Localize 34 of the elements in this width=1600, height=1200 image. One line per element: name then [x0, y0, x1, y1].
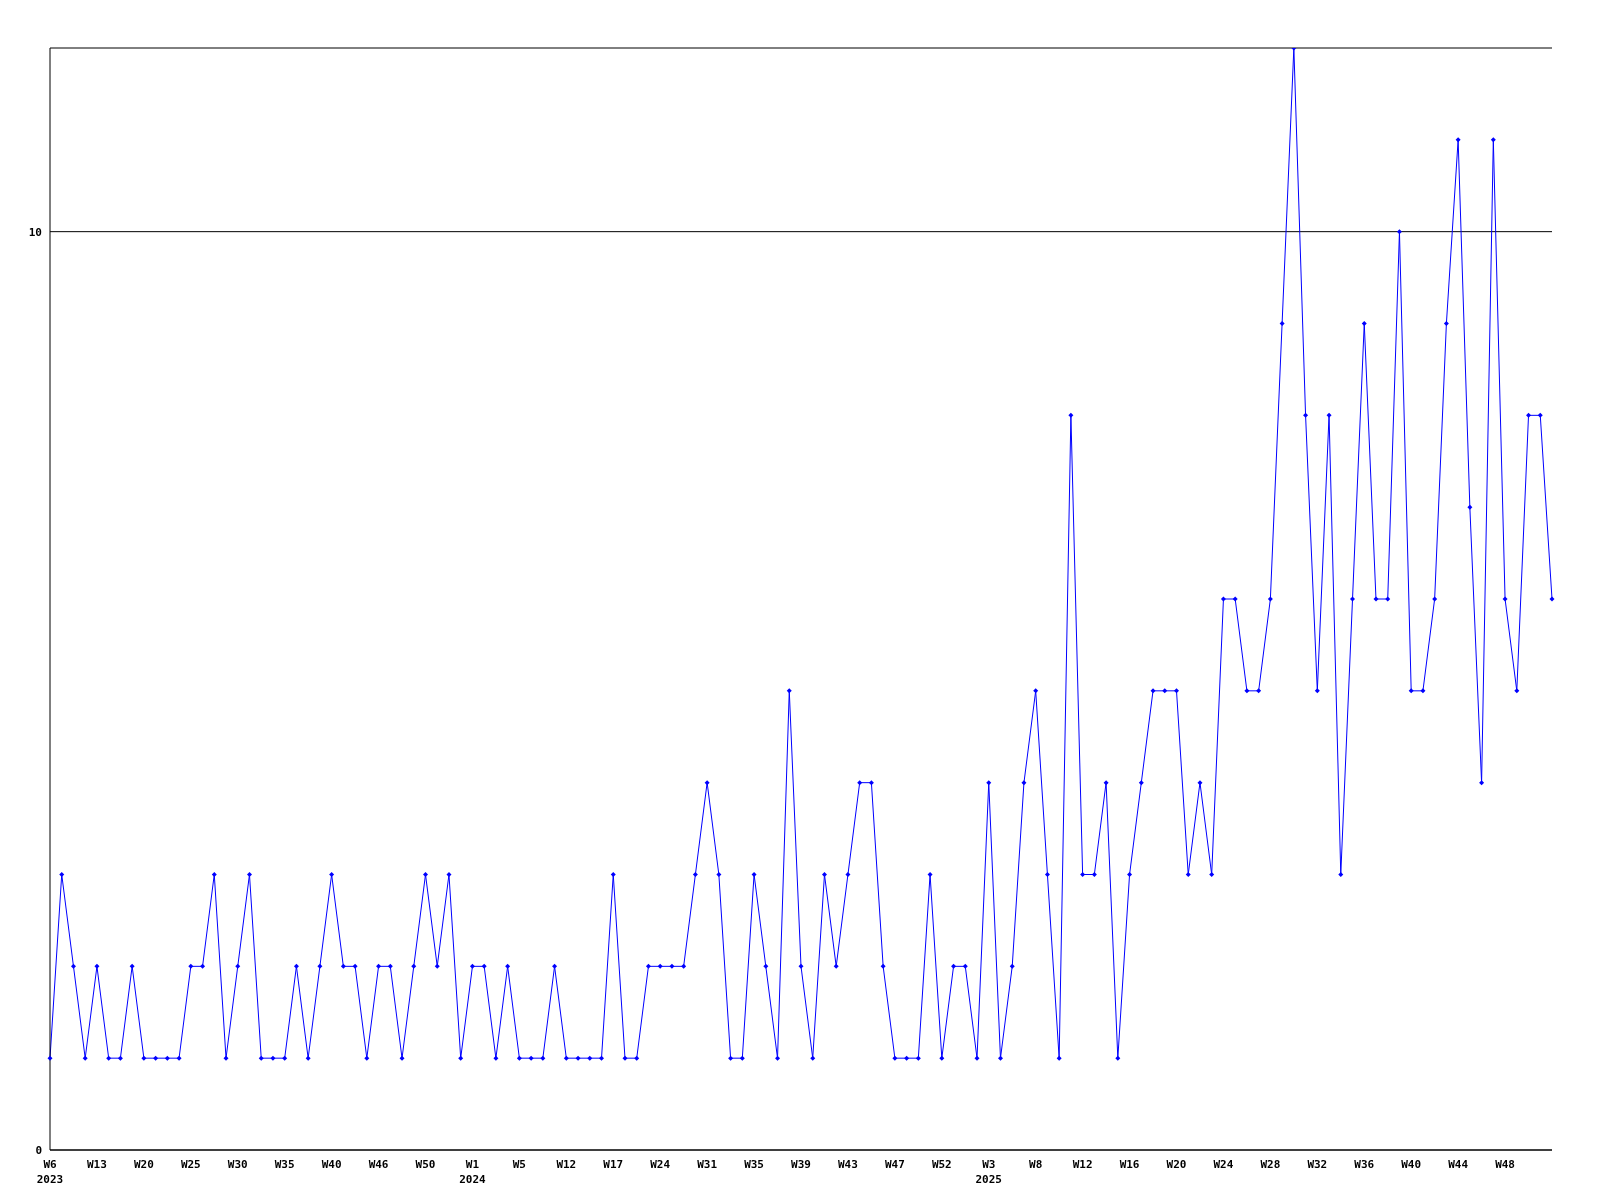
- x-tick-label: W25: [180, 1158, 201, 1171]
- x-tick-label: W3 2025: [975, 1158, 1002, 1186]
- x-tick-label: W50: [415, 1158, 436, 1171]
- y-tick-label: 0: [35, 1143, 42, 1157]
- x-tick-label: W24: [1213, 1158, 1234, 1171]
- x-tick-label: W35: [274, 1158, 295, 1171]
- x-tick-label: W47: [884, 1158, 905, 1171]
- x-tick-label: W44: [1448, 1158, 1469, 1171]
- x-tick-label: W28: [1260, 1158, 1281, 1171]
- x-tick-label: W52: [931, 1158, 952, 1171]
- x-tick-label: W20: [133, 1158, 154, 1171]
- x-tick-label: W16: [1119, 1158, 1140, 1171]
- x-tick-label: W8: [1029, 1158, 1043, 1171]
- x-tick-label: W40: [321, 1158, 342, 1171]
- x-tick-label: W35: [744, 1158, 764, 1171]
- x-tick-label: W1 2024: [459, 1158, 487, 1186]
- x-tick-label: W24: [650, 1158, 671, 1171]
- x-tick-label: W20: [1166, 1158, 1187, 1171]
- x-tick-label: W32: [1307, 1158, 1328, 1171]
- x-tick-label: W43: [838, 1158, 858, 1171]
- x-tick-label: W5: [512, 1158, 526, 1171]
- x-tick-label: W30: [227, 1158, 248, 1171]
- x-tick-label: W12: [1072, 1158, 1093, 1171]
- x-tick-label: W31: [697, 1158, 718, 1171]
- x-tick-label: W17: [603, 1158, 624, 1171]
- y-tick-label: 10: [28, 225, 42, 239]
- x-tick-label: W36: [1354, 1158, 1375, 1171]
- x-tick-label: W39: [791, 1158, 811, 1171]
- x-tick-label: W48: [1495, 1158, 1515, 1171]
- x-tick-label: W6 2023: [36, 1158, 64, 1186]
- x-tick-label: W12: [556, 1158, 577, 1171]
- x-tick-label: W46: [368, 1158, 389, 1171]
- x-tick-label: W13: [87, 1158, 107, 1171]
- x-tick-label: W40: [1401, 1158, 1422, 1171]
